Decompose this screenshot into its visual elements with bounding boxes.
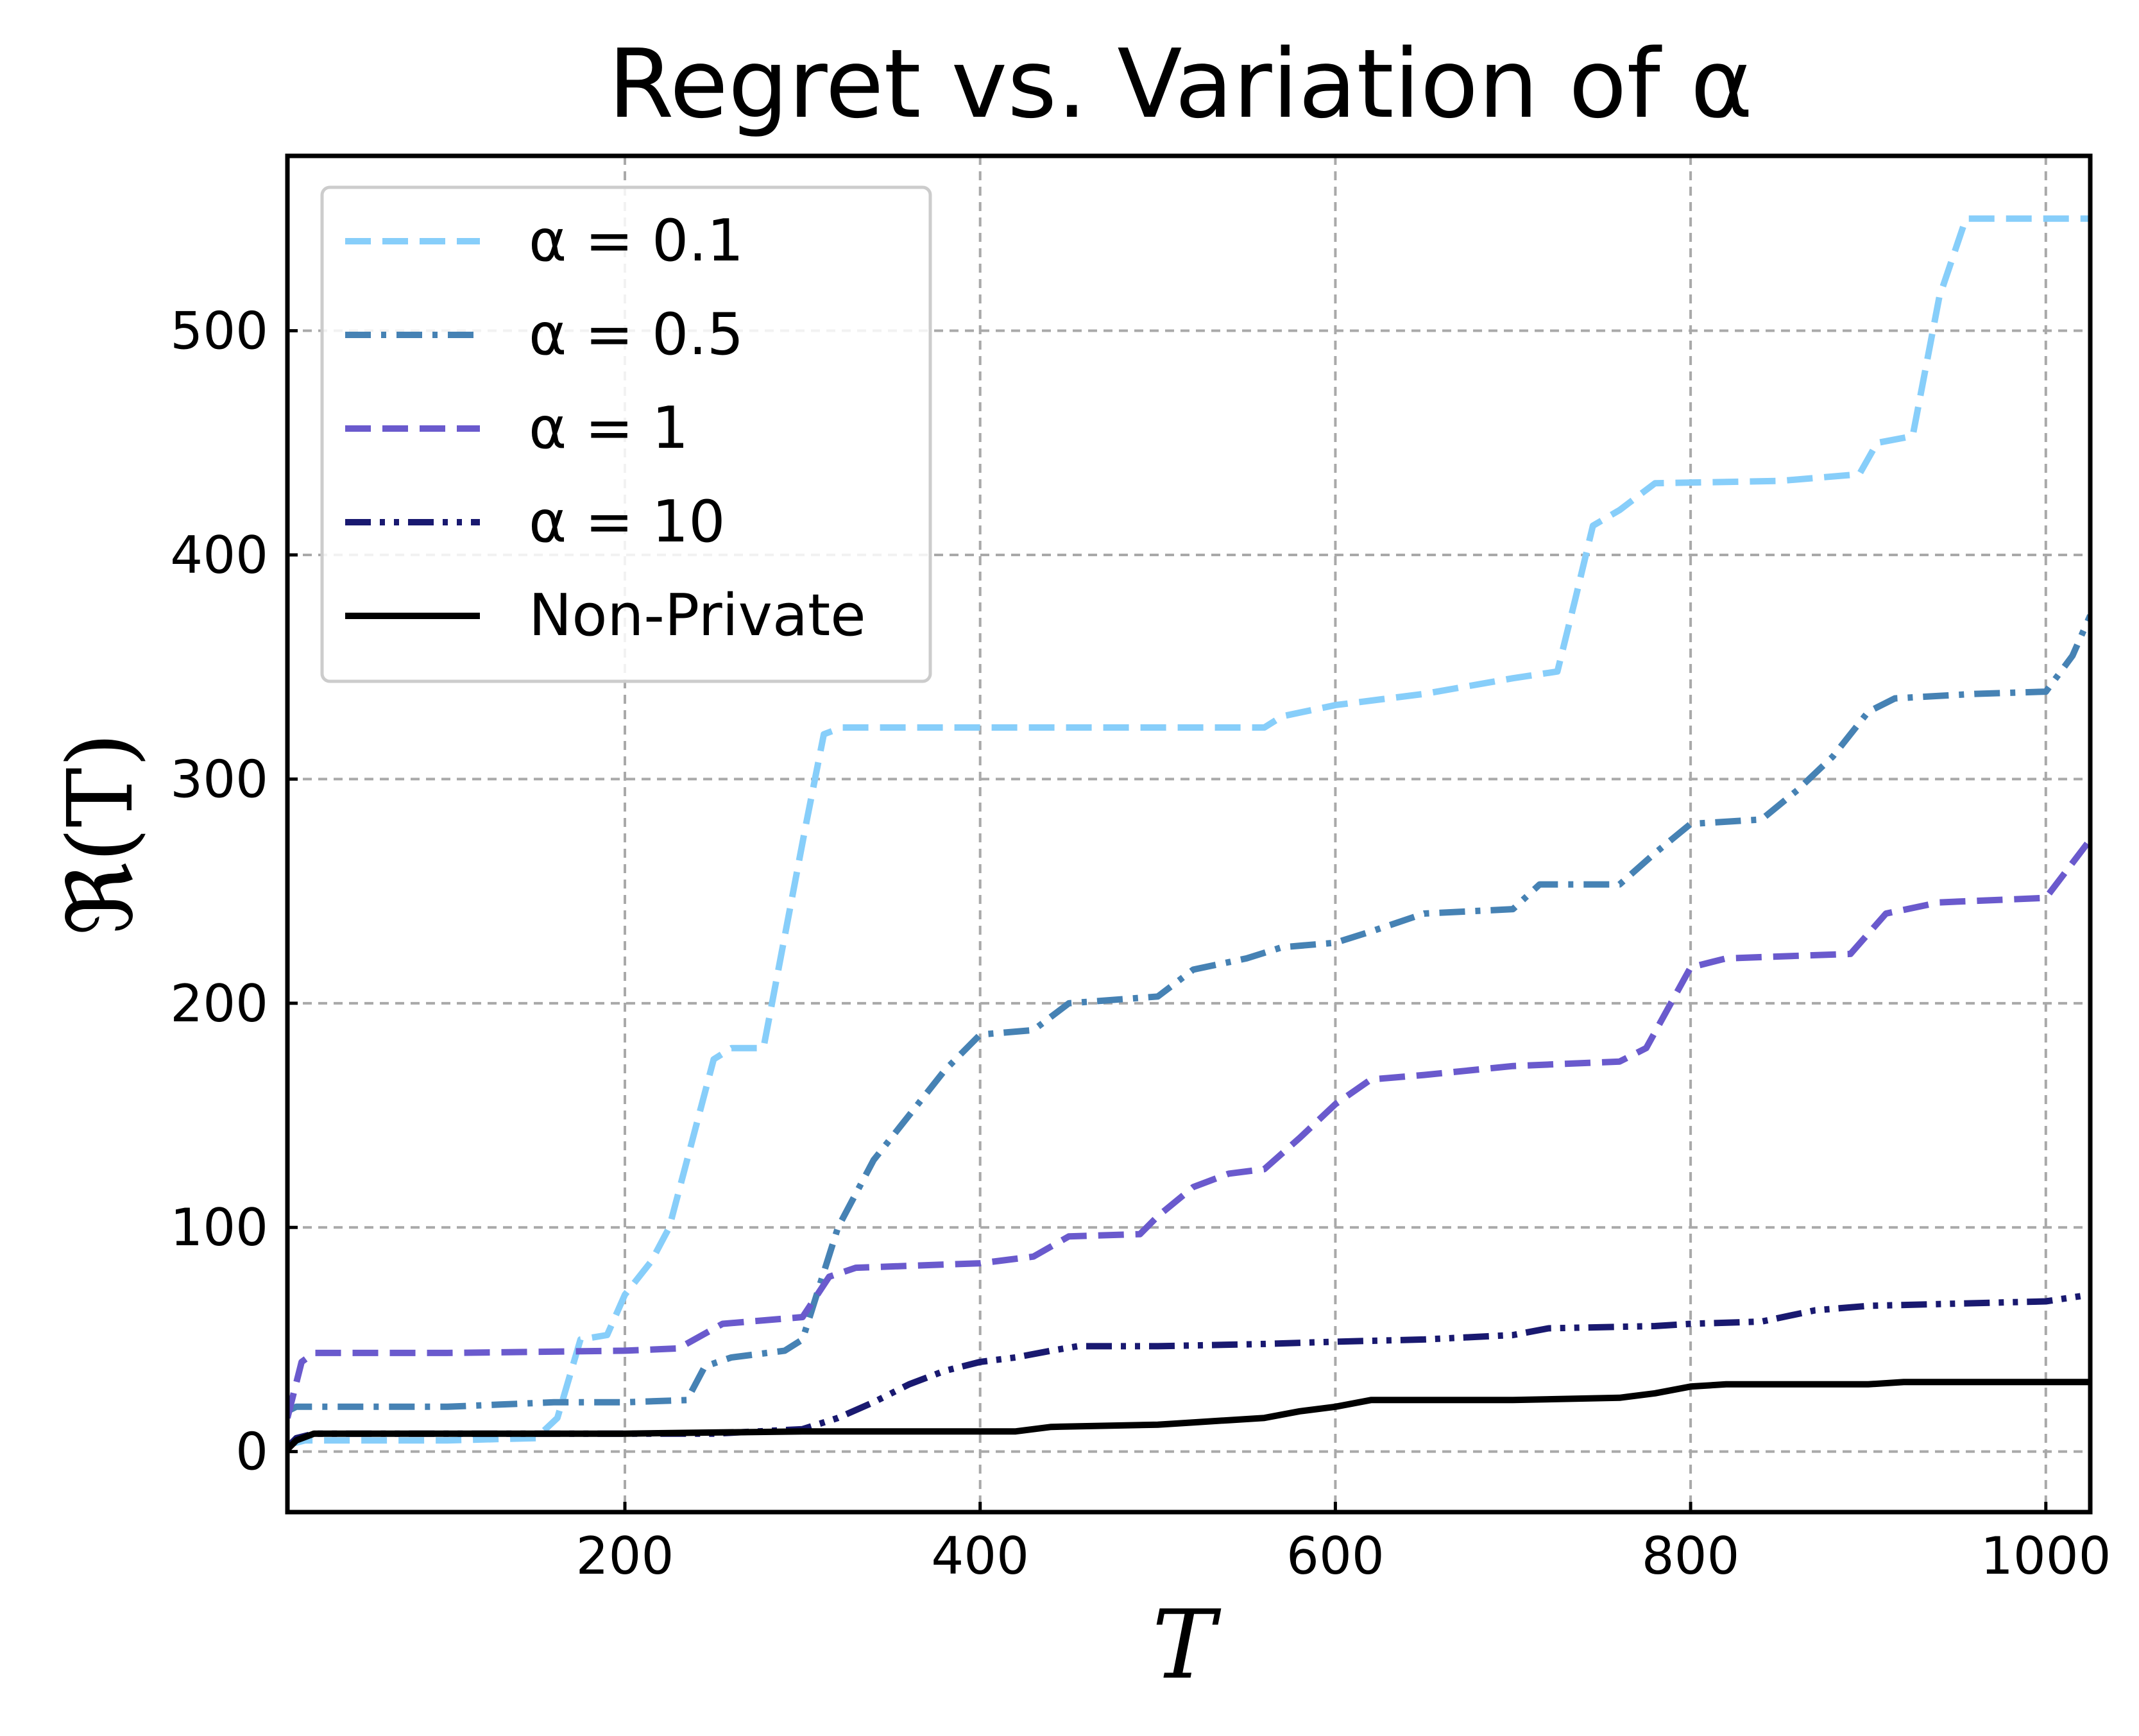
y-tick-label: 0	[235, 1422, 268, 1482]
series-line-2	[287, 837, 2090, 1419]
x-tick-label: 1000	[1981, 1526, 2111, 1586]
series-line-1	[287, 614, 2090, 1415]
y-tick-label: 100	[170, 1198, 268, 1257]
series-line-0	[287, 215, 2090, 1449]
y-tick-label: 200	[170, 974, 268, 1034]
legend-label-2: α = 1	[529, 395, 688, 462]
x-tick-label: 400	[931, 1526, 1029, 1586]
x-tick-label: 800	[1642, 1526, 1740, 1586]
legend-label-1: α = 0.5	[529, 301, 744, 368]
legend-label-3: α = 10	[529, 488, 725, 556]
ticks: 200 400 600 800 1000 0 100 200 300 400 500	[170, 302, 2111, 1586]
x-tick-label: 200	[576, 1526, 674, 1586]
y-tick-label: 400	[170, 525, 268, 585]
series-line-4	[287, 1379, 2090, 1452]
series-layer	[287, 215, 2090, 1452]
x-tick-label: 600	[1286, 1526, 1385, 1586]
chart-title: Regret vs. Variation of α	[608, 29, 1753, 139]
y-tick-label: 300	[170, 749, 268, 809]
legend: α = 0.1 α = 0.5 α = 1 α = 10 Non-Private	[320, 185, 932, 683]
y-axis-label: ℜ(T)	[49, 733, 153, 936]
legend-label-4: Non-Private	[529, 582, 866, 649]
legend-box	[320, 185, 932, 683]
legend-label-0: α = 0.1	[529, 207, 744, 275]
y-tick-label: 500	[170, 302, 268, 361]
plot-frame	[285, 153, 2093, 1515]
grid	[287, 156, 2090, 1512]
x-axis-label: T	[1152, 1590, 1222, 1700]
